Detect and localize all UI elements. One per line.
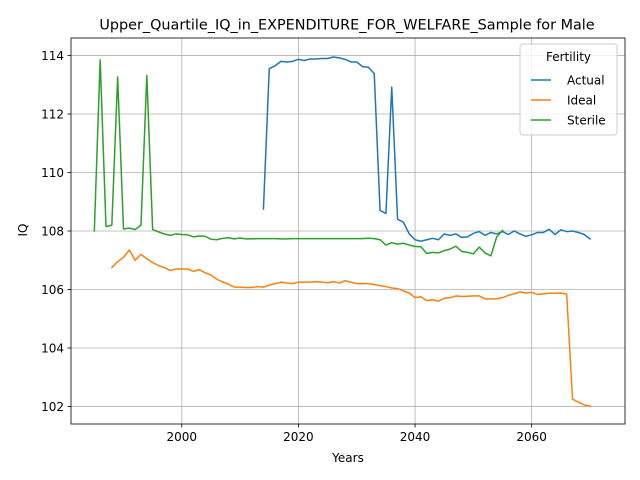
legend-label-ideal: Ideal: [567, 93, 596, 107]
x-axis-label: Years: [331, 451, 364, 465]
y-tick-label: 102: [41, 400, 64, 414]
x-tick-label: 2000: [167, 430, 198, 444]
series-line-ideal: [110, 249, 591, 407]
x-axis: 2000 2020 2040 2060: [167, 424, 547, 444]
legend-box: [519, 43, 618, 136]
series-layer: [93, 56, 592, 407]
chart-title: Upper_Quartile_IQ_in_EXPENDITURE_FOR_WEL…: [99, 18, 594, 34]
legend-title: Fertility: [546, 50, 591, 64]
series-line-sterile: [93, 59, 504, 257]
y-tick-label: 114: [41, 49, 64, 63]
y-axis-label: IQ: [16, 224, 30, 237]
y-tick-label: 106: [41, 283, 64, 297]
legend-entries: Actual Ideal Sterile: [531, 73, 606, 127]
x-tick-label: 2020: [283, 430, 314, 444]
y-tick-label: 112: [41, 107, 64, 121]
legend: Fertility Actual Ideal Sterile: [519, 43, 618, 136]
y-tick-label: 104: [41, 341, 64, 355]
y-tick-label: 110: [41, 166, 64, 180]
legend-label-actual: Actual: [567, 73, 605, 87]
y-tick-label: 108: [41, 224, 64, 238]
series-line-actual: [262, 56, 592, 242]
x-tick-label: 2060: [516, 430, 547, 444]
x-tick-label: 2040: [400, 430, 431, 444]
legend-label-sterile: Sterile: [567, 113, 606, 127]
y-axis: 102 104 106 108 110 112 114: [41, 49, 71, 414]
